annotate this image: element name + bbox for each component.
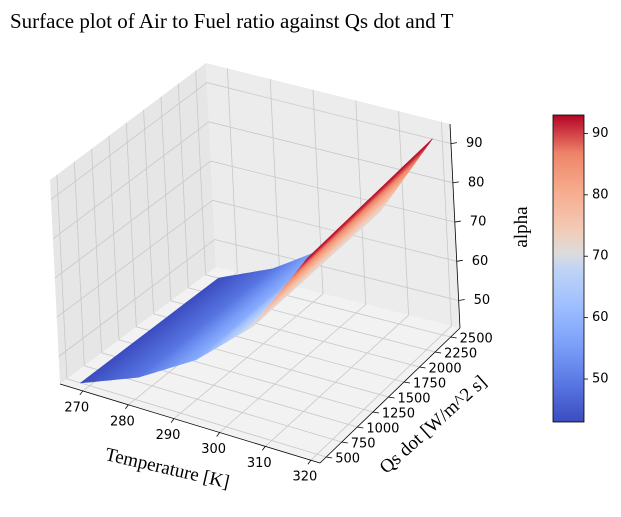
y-gridline bbox=[108, 135, 374, 413]
back-wall-pane bbox=[206, 63, 460, 328]
y-gridline bbox=[125, 122, 389, 398]
y-tick-mark bbox=[435, 351, 442, 354]
y-tick-label: 2250 bbox=[444, 347, 477, 362]
y-gridline bbox=[73, 161, 342, 443]
z-tick-mark bbox=[458, 299, 465, 301]
y-tick-mark bbox=[419, 366, 426, 369]
y-tick-mark bbox=[388, 396, 395, 399]
colorbar-tick-label: 70 bbox=[592, 249, 609, 264]
x-tick-label: 270 bbox=[64, 400, 89, 415]
z-tick-label: 80 bbox=[468, 175, 485, 190]
z-tick-label: 70 bbox=[470, 215, 487, 230]
z-axis-line bbox=[449, 123, 461, 329]
x-tick-label: 310 bbox=[247, 456, 272, 471]
x-axis-line bbox=[59, 383, 321, 464]
z-gridline bbox=[58, 239, 459, 357]
z-tick-label: 60 bbox=[472, 254, 489, 269]
z-tick-label: 90 bbox=[466, 136, 483, 151]
colorbar-gradient bbox=[552, 114, 585, 423]
colorbar-tick-label: 60 bbox=[592, 310, 609, 325]
left-wall-pane bbox=[50, 63, 216, 384]
y-tick-label: 2000 bbox=[429, 362, 462, 377]
surface-mesh bbox=[79, 138, 433, 384]
y-tick-label: 1000 bbox=[366, 422, 399, 437]
x-gridline bbox=[310, 121, 452, 461]
z-tick-mark bbox=[454, 220, 461, 223]
y-tick-mark bbox=[341, 441, 348, 444]
x-tick-mark bbox=[170, 418, 175, 423]
y-gridline bbox=[143, 109, 405, 383]
y-gridline bbox=[195, 70, 451, 338]
y-gridline bbox=[91, 148, 358, 428]
y-tick-mark bbox=[357, 426, 364, 429]
y-gridline bbox=[177, 83, 436, 353]
y-tick-label: 1750 bbox=[413, 377, 446, 392]
axes-ticks: 270 280 290 300 310 320 5007501000125015001750… bbox=[64, 136, 492, 485]
x-tick-mark bbox=[216, 432, 220, 437]
y-tick-label: 1500 bbox=[397, 392, 430, 407]
x-gridline bbox=[219, 100, 367, 433]
colorbar-ticks: 50 60 70 80 90 bbox=[584, 126, 609, 387]
x-tick-mark bbox=[307, 459, 312, 465]
y-tick-mark bbox=[326, 456, 333, 459]
y-tick-label: 500 bbox=[335, 452, 360, 467]
z-tick-mark bbox=[450, 142, 458, 145]
x-tick-mark bbox=[79, 390, 84, 396]
y-tick-mark bbox=[372, 411, 379, 414]
y-axis-line bbox=[319, 327, 461, 464]
y-tick-mark bbox=[403, 381, 411, 384]
x-gridline bbox=[173, 89, 324, 419]
chart-title: Surface plot of Air to Fuel ratio agains… bbox=[10, 9, 454, 33]
y-tick-label: 1250 bbox=[382, 407, 415, 422]
surface-patch bbox=[303, 227, 339, 263]
z-tick-mark bbox=[452, 181, 459, 184]
z-gridline bbox=[50, 82, 452, 200]
axes-grid bbox=[50, 68, 461, 464]
y-tick-label: 2500 bbox=[460, 332, 493, 347]
x-tick-label: 320 bbox=[292, 470, 317, 485]
x-tick-label: 300 bbox=[201, 442, 226, 457]
y-tick-label: 750 bbox=[351, 437, 376, 452]
z-tick-mark bbox=[456, 259, 463, 262]
colorbar-tick-label: 80 bbox=[592, 187, 609, 202]
colorbar-tick-label: 50 bbox=[592, 372, 609, 387]
z-tick-label: 50 bbox=[474, 293, 491, 308]
x-tick-label: 280 bbox=[110, 414, 135, 429]
x-tick-mark bbox=[125, 404, 129, 410]
y-gridline bbox=[160, 96, 420, 368]
y-tick-mark bbox=[450, 336, 457, 339]
z-axis-label: alpha bbox=[511, 206, 532, 248]
x-tick-mark bbox=[261, 446, 266, 451]
colorbar: 50 60 70 80 90 bbox=[552, 114, 609, 423]
colorbar-tick-label: 90 bbox=[592, 126, 609, 141]
z-gridline bbox=[56, 199, 457, 318]
z-gridline bbox=[52, 121, 453, 240]
y-gridline bbox=[56, 174, 327, 458]
x-tick-label: 290 bbox=[156, 428, 181, 443]
